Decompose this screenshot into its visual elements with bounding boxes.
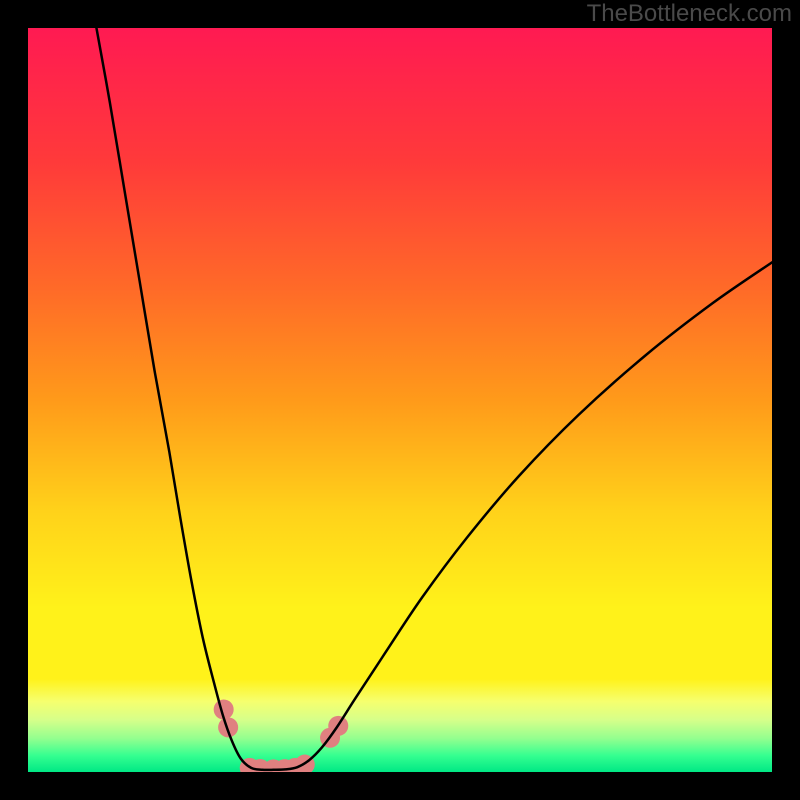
figure: TheBottleneck.com [0, 0, 800, 800]
gradient-field [28, 28, 772, 772]
plot-svg [0, 0, 800, 800]
plot-area [28, 28, 772, 779]
watermark-text: TheBottleneck.com [587, 0, 792, 28]
